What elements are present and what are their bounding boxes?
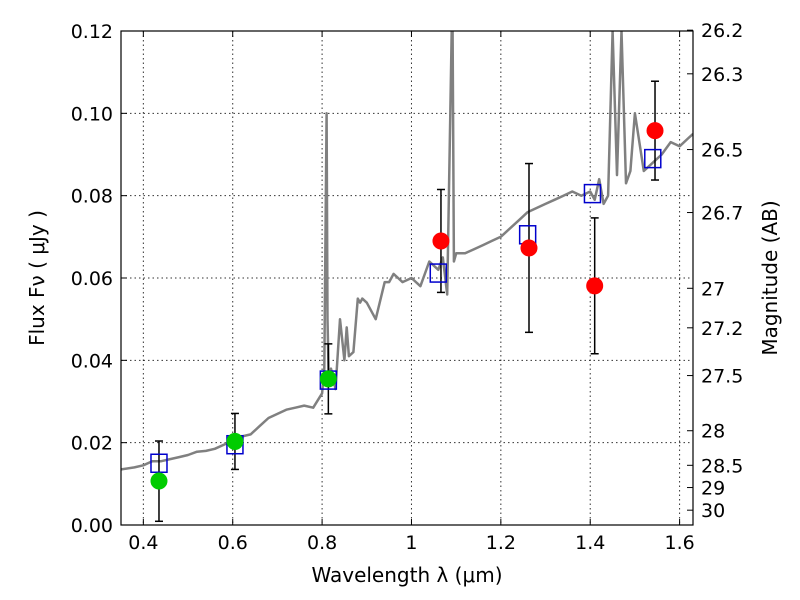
x-axis-label: Wavelength λ (μm) — [311, 563, 502, 587]
model-spectrum — [121, 31, 693, 471]
y-tick-label: 0.08 — [71, 186, 113, 208]
detection-point — [319, 370, 337, 388]
y2-tick-label: 26.5 — [701, 140, 743, 162]
y2-tick-label: 27.5 — [701, 366, 743, 388]
observed-point — [520, 239, 538, 257]
x-axis-ticks: 0.4 0.6 0.8 1 1.2 1.4 1.6 — [128, 31, 695, 554]
y-axis-ticks: 0.00 0.02 0.04 0.06 0.08 0.10 0.12 — [71, 21, 127, 537]
y2-axis-label: Magnitude (AB) — [758, 200, 782, 355]
detection-point — [226, 432, 244, 450]
error-bars — [154, 80, 660, 523]
detection-point — [150, 472, 168, 490]
y2-tick-label: 28.5 — [701, 455, 743, 477]
model-photometry-points — [150, 148, 662, 473]
spectrum-line — [121, 31, 693, 471]
x-tick-label: 1.6 — [664, 532, 694, 554]
y2-tick-label: 27.2 — [701, 318, 743, 340]
x-tick-label: 1.2 — [486, 532, 516, 554]
x-tick-label: 1.4 — [575, 532, 605, 554]
plot-area — [121, 31, 693, 523]
y-axis-label: Flux Fν ( μJy ) — [25, 210, 49, 346]
y-tick-label: 0.10 — [71, 103, 113, 125]
y2-tick-label: 27 — [701, 278, 725, 300]
grid — [121, 31, 693, 525]
x-tick-label: 1 — [405, 532, 417, 554]
y2-tick-label: 29 — [701, 478, 725, 500]
y-tick-label: 0.12 — [71, 21, 113, 43]
model-photometry-square — [583, 183, 602, 204]
y2-tick-label: 26.3 — [701, 64, 743, 86]
model-photometry-square — [429, 263, 448, 283]
y2-tick-label: 26.7 — [701, 203, 743, 225]
y-tick-label: 0.04 — [71, 350, 113, 372]
y2-tick-label: 30 — [701, 500, 725, 522]
y-tick-label: 0.00 — [71, 515, 113, 537]
y2-tick-label: 28 — [701, 421, 725, 443]
x-tick-label: 0.8 — [307, 532, 337, 554]
observed-point — [646, 122, 664, 140]
model-photometry-square — [644, 148, 662, 169]
y-tick-label: 0.06 — [71, 268, 113, 290]
observed-points — [150, 122, 664, 490]
observed-point — [432, 232, 450, 250]
observed-point — [586, 277, 604, 295]
model-photometry-square — [150, 453, 168, 473]
y2-tick-label: 26.2 — [701, 20, 743, 42]
x-tick-label: 0.6 — [218, 532, 248, 554]
x-tick-label: 0.4 — [128, 532, 158, 554]
y-tick-label: 0.02 — [71, 433, 113, 455]
